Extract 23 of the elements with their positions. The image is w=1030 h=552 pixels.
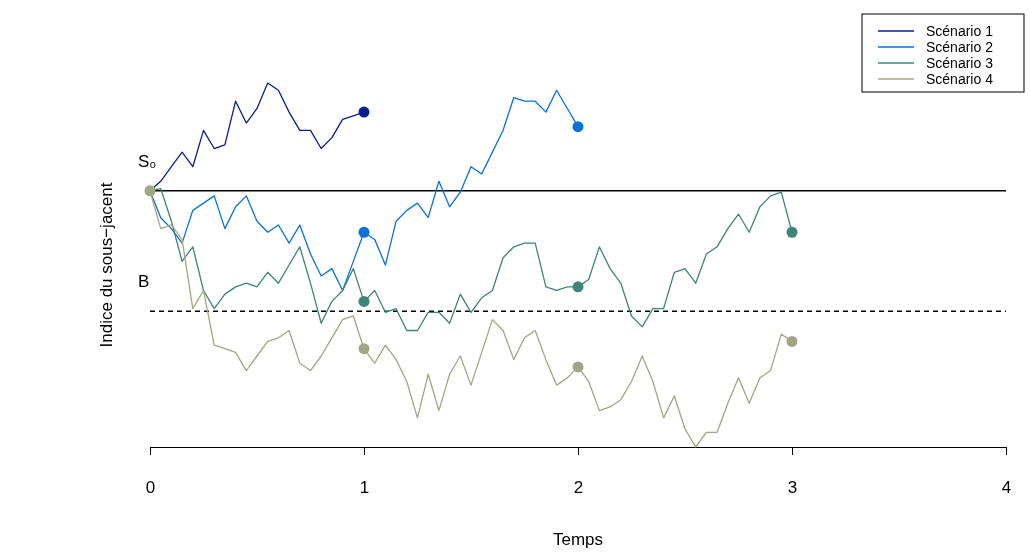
point bbox=[572, 281, 584, 293]
legend-label: Scénario 3 bbox=[926, 55, 994, 71]
point bbox=[572, 361, 584, 373]
legend-label: Scénario 2 bbox=[926, 39, 994, 55]
legend-label: Scénario 1 bbox=[926, 23, 994, 39]
point bbox=[572, 121, 584, 133]
point bbox=[358, 343, 370, 355]
point bbox=[358, 226, 370, 238]
x-axis-title: Temps bbox=[552, 530, 604, 549]
ref-line-label: S₀ bbox=[138, 151, 157, 171]
point bbox=[358, 106, 370, 118]
y-axis-title: Indice du sous−jacent bbox=[97, 182, 116, 348]
point bbox=[358, 295, 370, 307]
point bbox=[786, 335, 798, 347]
x-tick-label: 4 bbox=[1001, 478, 1012, 498]
x-tick-label: 2 bbox=[573, 478, 584, 498]
ref-line-label: B bbox=[138, 272, 150, 292]
x-tick-label: 1 bbox=[359, 478, 370, 498]
point bbox=[786, 226, 798, 238]
legend-label: Scénario 4 bbox=[926, 71, 994, 87]
point bbox=[144, 185, 156, 197]
x-tick-label: 3 bbox=[787, 478, 798, 498]
x-tick-label: 0 bbox=[145, 478, 156, 498]
